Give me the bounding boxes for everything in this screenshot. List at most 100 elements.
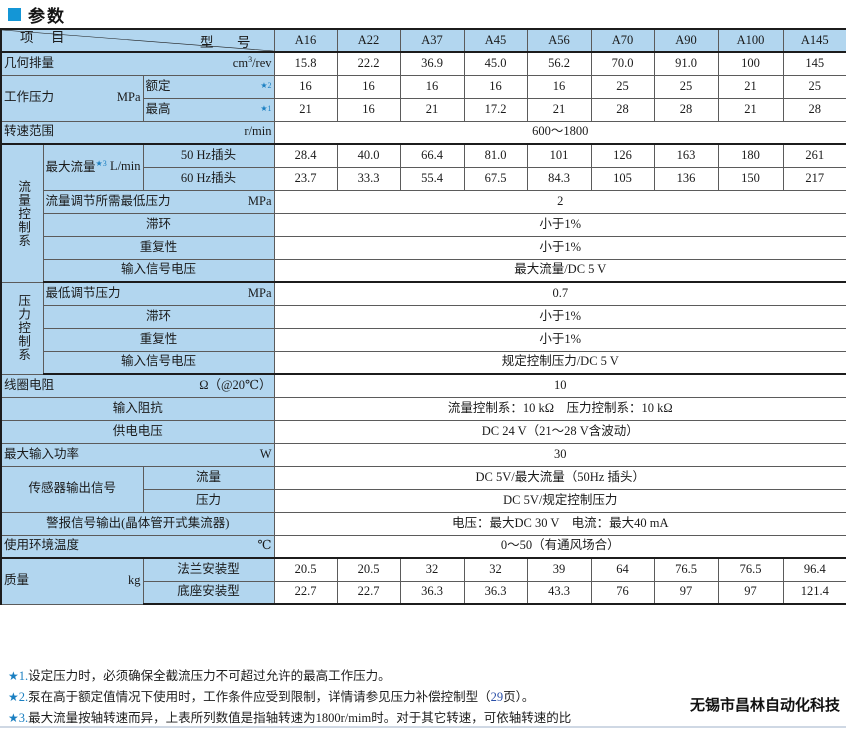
row-coil-resistance: 线圈电阻 Ω（@20℃） 10 xyxy=(0,373,846,398)
label-working-pressure-max: 最高 ★1 xyxy=(142,97,275,122)
cell-flow60-a16: 23.7 xyxy=(273,166,338,191)
label-min-adjust-pressure: 最低调节压力 MPa xyxy=(42,281,275,306)
label-sensor-output-flow: 流量 xyxy=(142,465,275,490)
row-flow-min-pressure: 流量调节所需最低压力 MPa 2 xyxy=(1,189,846,214)
cell-mass-flange-a70: 64 xyxy=(590,557,655,582)
cell-mass-base-a70: 76 xyxy=(590,580,655,605)
row-max-flow-50hz: 流量控制系 最大流量★3 L/min 50 Hz插头 28.4 40.0 66.… xyxy=(0,143,846,283)
footnote-2: ★2.泵在高于额定值情况下使用时，工作条件应受到限制，详情请参见压力补偿控制型（… xyxy=(8,690,535,704)
label-ambient-temp: 使用环境温度 ℃ xyxy=(0,534,275,559)
model-header-a37: A37 xyxy=(399,28,465,53)
cell-displacement-a56: 56.2 xyxy=(526,51,592,76)
footnote-marker-3: ★3 xyxy=(95,158,107,168)
page-reference[interactable]: 29 xyxy=(490,690,504,704)
cell-flow-hysteresis-value: 小于1% xyxy=(273,212,846,237)
label-mass-flange: 法兰安装型 xyxy=(142,557,275,582)
label-mass-base: 底座安装型 xyxy=(142,580,275,605)
label-pressure-repeatability: 重复性 xyxy=(42,327,275,352)
cell-coil-resistance-value: 10 xyxy=(273,373,846,398)
footnotes: ★1.设定压力时，必须确保全截流压力不可超过允许的最高工作压力。 ★2.泵在高于… xyxy=(0,664,846,729)
header-diagonal-cell: 型 号 项 目 xyxy=(0,28,275,53)
cell-min-adjust-pressure-value: 0.7 xyxy=(273,281,846,306)
row-mass-base: 底座安装型 22.7 22.7 36.3 36.3 43.3 76 97 97 … xyxy=(1,580,846,605)
cell-displacement-a16: 15.8 xyxy=(273,51,338,76)
model-header-a90: A90 xyxy=(653,28,719,53)
cell-sensor-output-pressure-value: DC 5V/规定控制压力 xyxy=(273,488,846,513)
cell-flow60-a37: 55.4 xyxy=(399,166,465,191)
cell-mass-flange-a145: 96.4 xyxy=(782,557,846,582)
cell-mass-base-a16: 22.7 xyxy=(273,580,338,605)
table-header-row: 型 号 项 目 A16 A22 A37 A45 A56 A70 A90 A100… xyxy=(0,28,846,53)
square-marker-icon xyxy=(8,8,21,21)
cell-flow-repeatability-value: 小于1% xyxy=(273,235,846,260)
cell-flow60-a22: 33.3 xyxy=(336,166,401,191)
label-pressure-hysteresis: 滞环 xyxy=(42,304,275,329)
label-alarm-output: 警报信号输出(晶体管开式集流器) xyxy=(0,511,275,536)
group-label-pressure-control: 压力控制系 xyxy=(0,281,44,375)
label-max-input-power: 最大输入功率 W xyxy=(0,442,275,467)
cell-max-input-power-value: 30 xyxy=(273,442,846,467)
cell-mass-base-a90: 97 xyxy=(653,580,719,605)
model-header-a100: A100 xyxy=(717,28,784,53)
row-max-flow-60hz: 60 Hz插头 23.7 33.3 55.4 67.5 84.3 105 136… xyxy=(1,166,846,191)
cell-flow60-a145: 217 xyxy=(782,166,846,191)
cell-rated-a70: 25 xyxy=(590,74,655,99)
star-icon: ★ xyxy=(8,690,19,704)
header-item-label: 项 目 xyxy=(20,30,67,46)
label-pressure-input-voltage: 输入信号电压 xyxy=(42,350,275,375)
row-sensor-output-flow: 传感器输出信号 流量 DC 5V/最大流量（50Hz 插头） xyxy=(0,465,846,513)
bottom-divider xyxy=(0,726,846,728)
cell-speed-range-value: 600～1800 xyxy=(273,120,846,145)
cell-mass-flange-a100: 76.5 xyxy=(717,557,784,582)
label-mass: 质量 kg xyxy=(0,557,144,605)
section-title: 参数 xyxy=(0,0,846,28)
cell-supply-voltage-value: DC 24 V（21～28 V含波动） xyxy=(273,419,846,444)
cell-mass-flange-a37: 32 xyxy=(399,557,465,582)
footnote-marker-1: ★1 xyxy=(260,104,272,114)
cell-pressure-repeatability-value: 小于1% xyxy=(273,327,846,352)
cell-pressure-hysteresis-value: 小于1% xyxy=(273,304,846,329)
row-speed-range: 转速范围 r/min 600～1800 xyxy=(0,120,846,145)
label-max-flow-60hz: 60 Hz插头 xyxy=(142,166,275,191)
cell-mass-base-a22: 22.7 xyxy=(336,580,401,605)
cell-maxp-a90: 28 xyxy=(653,97,719,122)
label-max-flow-50hz: 50 Hz插头 xyxy=(142,143,275,168)
row-flow-repeatability: 重复性 小于1% xyxy=(1,235,846,260)
row-flow-hysteresis: 滞环 小于1% xyxy=(1,212,846,237)
cell-displacement-a100: 100 xyxy=(717,51,784,76)
cell-pressure-input-voltage-value: 规定控制压力/DC 5 V xyxy=(273,350,846,375)
row-alarm-output: 警报信号输出(晶体管开式集流器) 电压：最大DC 30 V 电流：最大40 mA xyxy=(0,511,846,536)
page-title: 参数 xyxy=(28,7,66,27)
cell-mass-flange-a22: 20.5 xyxy=(336,557,401,582)
cell-flow-min-pressure-value: 2 xyxy=(273,189,846,214)
cell-flow60-a90: 136 xyxy=(653,166,719,191)
label-flow-repeatability: 重复性 xyxy=(42,235,275,260)
cell-rated-a56: 16 xyxy=(526,74,592,99)
cell-flow60-a100: 150 xyxy=(717,166,784,191)
row-pressure-hysteresis: 滞环 小于1% xyxy=(1,304,846,329)
row-pressure-repeatability: 重复性 小于1% xyxy=(1,327,846,352)
cell-maxp-a56: 21 xyxy=(526,97,592,122)
cell-flow60-a56: 84.3 xyxy=(526,166,592,191)
row-working-pressure-rated: 工作压力 MPa 额定 ★2 16 16 16 16 16 25 25 21 2… xyxy=(0,74,846,122)
cell-flow50-a100: 180 xyxy=(717,143,784,168)
label-flow-min-pressure: 流量调节所需最低压力 MPa xyxy=(42,189,275,214)
header-model-label: 型 号 xyxy=(200,35,256,50)
footnote-3: ★3.最大流量按轴转速而异，上表所列数值是指轴转速为1800r/mim时。对于其… xyxy=(8,711,572,725)
specification-table: 型 号 项 目 A16 A22 A37 A45 A56 A70 A90 A100… xyxy=(0,28,846,605)
label-displacement: 几何排量 cm3/rev xyxy=(0,51,275,76)
cell-rated-a45: 16 xyxy=(463,74,528,99)
cell-flow50-a145: 261 xyxy=(782,143,846,168)
footnote-marker-2: ★2 xyxy=(260,81,272,91)
company-watermark: 无锡市昌林自动化科技 xyxy=(689,696,840,714)
star-icon: ★ xyxy=(8,711,19,725)
cell-sensor-output-flow-value: DC 5V/最大流量（50Hz 插头） xyxy=(273,465,846,490)
cell-flow50-a16: 28.4 xyxy=(273,143,338,168)
row-ambient-temp: 使用环境温度 ℃ 0～50（有通风场合） xyxy=(0,534,846,559)
model-header-a22: A22 xyxy=(336,28,401,53)
row-supply-voltage: 供电电压 DC 24 V（21～28 V含波动） xyxy=(0,419,846,444)
cell-flow60-a45: 67.5 xyxy=(463,166,528,191)
cell-flow50-a37: 66.4 xyxy=(399,143,465,168)
model-header-a70: A70 xyxy=(590,28,655,53)
row-mass-flange: 质量 kg 法兰安装型 20.5 20.5 32 32 39 64 76.5 7… xyxy=(0,557,846,605)
